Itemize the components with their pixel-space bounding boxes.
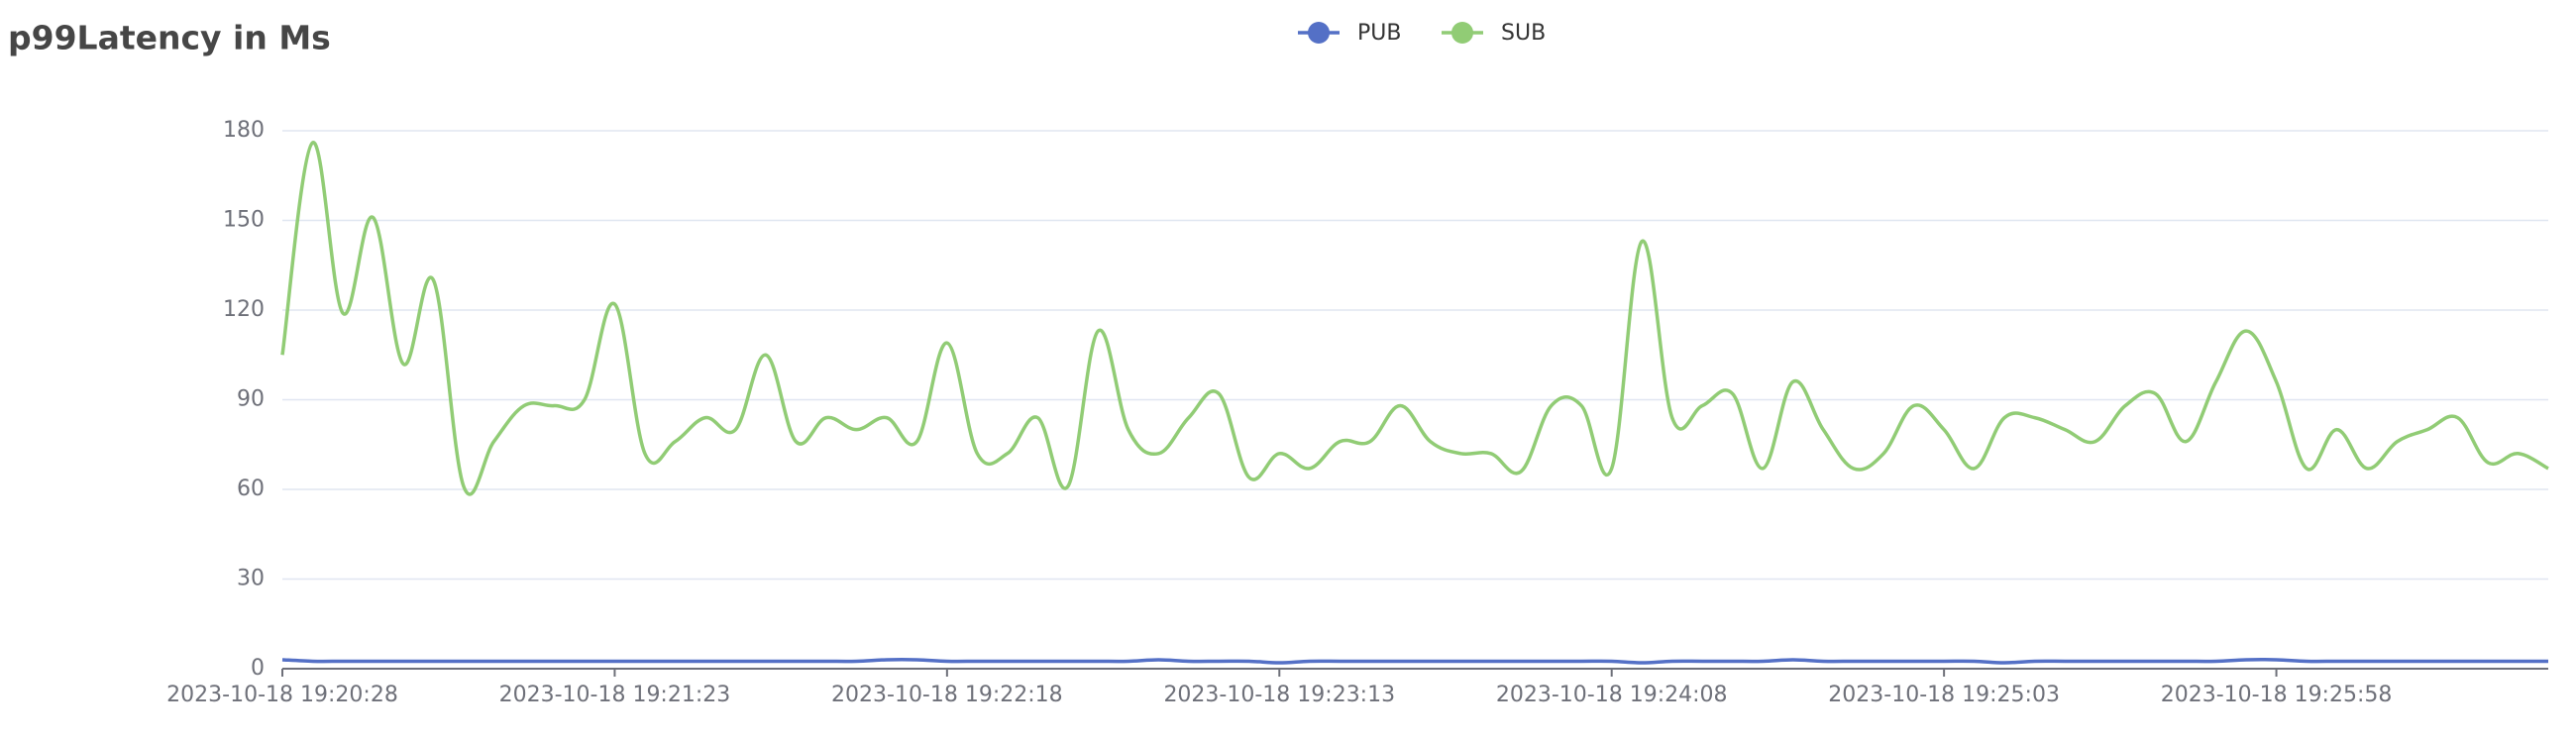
x-tick-label: 2023-10-18 19:24:08 (1496, 683, 1728, 707)
y-tick-label: 0 (251, 656, 265, 681)
y-tick-label: 90 (237, 387, 265, 412)
x-tick-label: 2023-10-18 19:22:18 (831, 683, 1063, 707)
legend-marker (1451, 22, 1473, 44)
x-tick-label: 2023-10-18 19:21:23 (499, 683, 731, 707)
y-tick-label: 150 (223, 208, 265, 233)
x-tick-label: 2023-10-18 19:20:28 (166, 683, 398, 707)
x-tick-label: 2023-10-18 19:25:03 (1828, 683, 2060, 707)
y-tick-label: 60 (237, 477, 265, 501)
legend-marker (1308, 22, 1330, 44)
x-tick-label: 2023-10-18 19:23:13 (1163, 683, 1395, 707)
y-tick-label: 30 (237, 567, 265, 591)
x-tick-label: 2023-10-18 19:25:58 (2161, 683, 2393, 707)
series-line (281, 657, 2548, 665)
y-tick-label: 180 (223, 118, 265, 143)
chart-title: p99Latency in Ms (8, 19, 331, 57)
legend-label: PUB (1357, 21, 1401, 46)
series-line (280, 141, 2549, 496)
y-tick-label: 120 (223, 297, 265, 322)
legend-label: SUB (1501, 21, 1546, 46)
